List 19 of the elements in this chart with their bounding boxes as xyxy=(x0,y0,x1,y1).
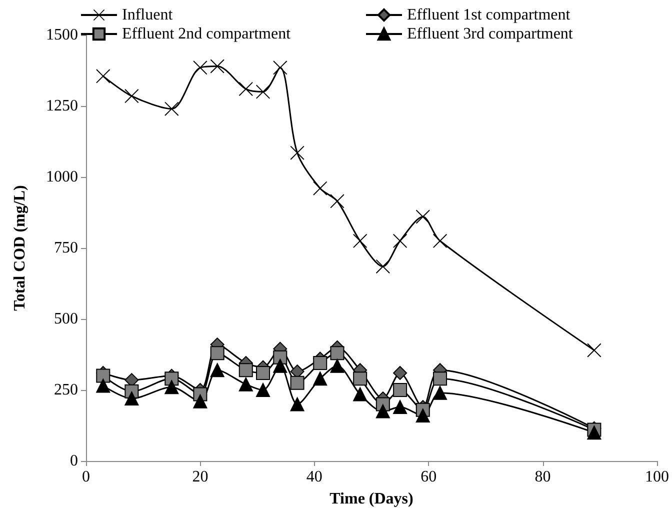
y-tick-label: 500 xyxy=(54,310,78,328)
legend-label: Influent xyxy=(122,6,174,24)
x-tick-label: 80 xyxy=(534,468,551,486)
x-tick-label: 40 xyxy=(306,468,322,486)
x-tick-label: 20 xyxy=(192,468,208,486)
x-tick-label: 60 xyxy=(420,468,437,486)
y-tick-label: 250 xyxy=(54,382,78,398)
legend-label: Effluent 2nd compartment xyxy=(122,26,292,42)
y-tick-label: 1500 xyxy=(46,26,78,44)
x-tick-label: 0 xyxy=(82,468,90,486)
y-tick-label: 0 xyxy=(70,452,78,470)
y-axis-title: Total COD (mg/L) xyxy=(12,185,28,311)
x-axis-title: Time (Days) xyxy=(330,490,414,508)
y-tick-label: 1250 xyxy=(46,98,78,114)
legend-label: Effluent 3rd compartment xyxy=(407,26,574,42)
y-tick-label: 1000 xyxy=(46,168,78,186)
y-tick-label: 750 xyxy=(54,240,78,256)
legend-label: Effluent 1st compartment xyxy=(407,6,571,24)
x-tick-label: 100 xyxy=(645,468,669,486)
